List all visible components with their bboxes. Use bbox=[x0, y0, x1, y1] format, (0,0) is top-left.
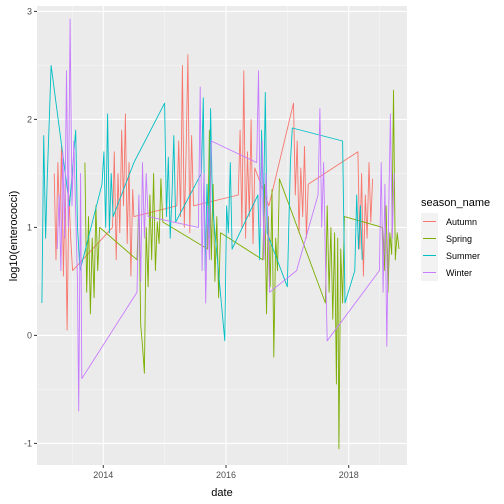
series-lines bbox=[41, 18, 400, 450]
legend-title: season_name bbox=[421, 197, 490, 209]
legend-label-autumn: Autumn bbox=[446, 217, 477, 227]
x-tick-label: 2014 bbox=[93, 470, 113, 480]
x-tick-label: 2018 bbox=[339, 470, 359, 480]
y-tick-label: -1 bbox=[24, 438, 32, 448]
legend-label-winter: Winter bbox=[446, 268, 472, 278]
series-line-winter bbox=[56, 18, 395, 412]
y-axis-title: log10(enterococci) bbox=[8, 191, 20, 282]
y-tick-label: 2 bbox=[27, 114, 32, 124]
major-gridlines bbox=[37, 6, 407, 465]
x-axis-title: date bbox=[211, 487, 232, 499]
minor-gridlines bbox=[37, 6, 407, 465]
plot-panel bbox=[37, 6, 407, 465]
series-line-spring bbox=[84, 89, 400, 450]
y-tick-label: 0 bbox=[27, 330, 32, 340]
y-tick-label: 1 bbox=[27, 222, 32, 232]
legend-label-spring: Spring bbox=[446, 234, 472, 244]
legend: season_name Autumn Spring Summer Winter bbox=[421, 197, 490, 281]
legend-label-summer: Summer bbox=[446, 251, 480, 261]
series-line-summer bbox=[41, 64, 363, 342]
x-axis: 2014 2016 2018 bbox=[93, 465, 359, 480]
x-tick-label: 2016 bbox=[216, 470, 236, 480]
y-axis: -1 0 1 2 3 bbox=[24, 6, 37, 448]
y-tick-label: 3 bbox=[27, 6, 32, 16]
